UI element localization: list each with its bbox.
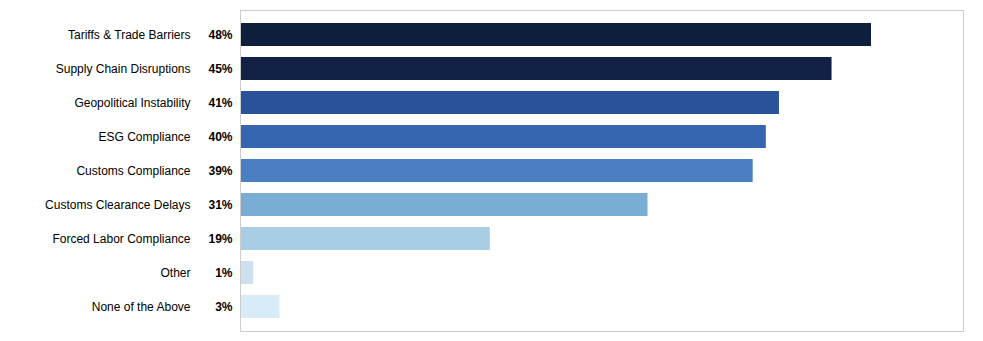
svg-text:ESG Compliance: ESG Compliance [98,130,190,144]
svg-text:45%: 45% [208,62,232,76]
svg-text:39%: 39% [208,164,232,178]
svg-text:1%: 1% [215,266,233,280]
svg-text:Supply Chain Disruptions: Supply Chain Disruptions [56,62,191,76]
svg-text:Geopolitical Instability: Geopolitical Instability [74,96,190,110]
svg-text:40%: 40% [208,130,232,144]
svg-text:48%: 48% [208,28,232,42]
svg-text:31%: 31% [208,198,232,212]
svg-text:Other: Other [160,266,190,280]
svg-text:3%: 3% [215,300,233,314]
svg-text:None of the Above: None of the Above [92,300,191,314]
svg-text:41%: 41% [208,96,232,110]
svg-text:Forced Labor Compliance: Forced Labor Compliance [52,232,190,246]
svg-text:Customs Clearance Delays: Customs Clearance Delays [45,198,190,212]
svg-text:Tariffs & Trade Barriers: Tariffs & Trade Barriers [68,28,190,42]
svg-text:Customs Compliance: Customs Compliance [76,164,190,178]
svg-text:19%: 19% [208,232,232,246]
